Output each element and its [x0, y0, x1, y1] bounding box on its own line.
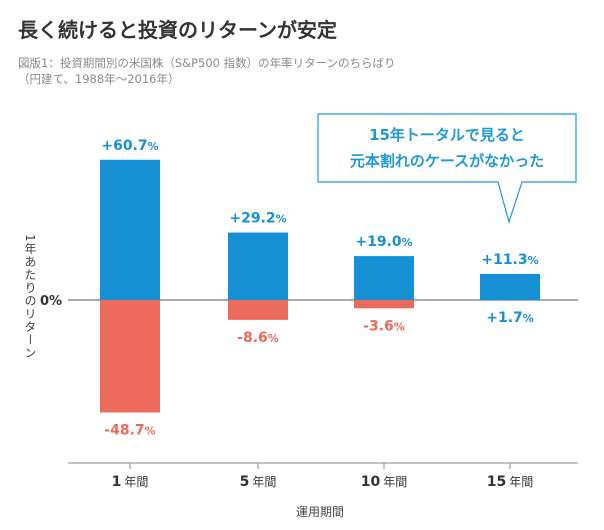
callout-box: [317, 113, 577, 225]
bar-max-3: [354, 256, 414, 300]
x-axis-label: 運用期間: [296, 505, 344, 519]
bar-max-1: [100, 159, 160, 300]
x-tick-label-3: 10 年間: [361, 474, 408, 490]
value-label-max-2: +29.2%: [229, 211, 286, 227]
value-label-min-2: -8.6%: [237, 330, 279, 346]
callout-line-1: 15年トータルで見ると: [369, 126, 525, 144]
bar-max-4: [480, 273, 540, 300]
value-label-max-3: +19.0%: [355, 234, 412, 250]
value-label-min-4: +1.7%: [486, 310, 534, 326]
chart-subtitle: 図版1：投資期間別の米国株（S&P500 指数）の年率リターンのちらばり （円建…: [18, 55, 396, 87]
bar-min-2: [228, 300, 288, 320]
zero-label: 0%: [40, 294, 62, 309]
x-tick-label-4: 15 年間: [487, 474, 534, 490]
subtitle-line-1: 図版1：投資期間別の米国株（S&P500 指数）の年率リターンのちらばり: [18, 56, 396, 70]
value-label-min-3: -3.6%: [363, 318, 405, 334]
subtitle-line-2: （円建て、1988年〜2016年）: [18, 72, 180, 86]
value-label-min-1: -48.7%: [104, 422, 155, 438]
bar-max-2: [228, 232, 288, 300]
callout-line-2: 元本割れのケースがなかった: [350, 152, 544, 170]
x-tick-label-2: 5 年間: [240, 474, 277, 490]
value-label-max-4: +11.3%: [481, 252, 538, 268]
y-axis-label: 1年あたりのリターン: [23, 234, 37, 360]
chart-title: 長く続けると投資のリターンが安定: [18, 18, 337, 42]
bar-min-1: [100, 300, 160, 413]
value-label-max-1: +60.7%: [101, 138, 158, 154]
x-tick-label-1: 1 年間: [112, 474, 149, 490]
bar-min-3: [354, 300, 414, 309]
